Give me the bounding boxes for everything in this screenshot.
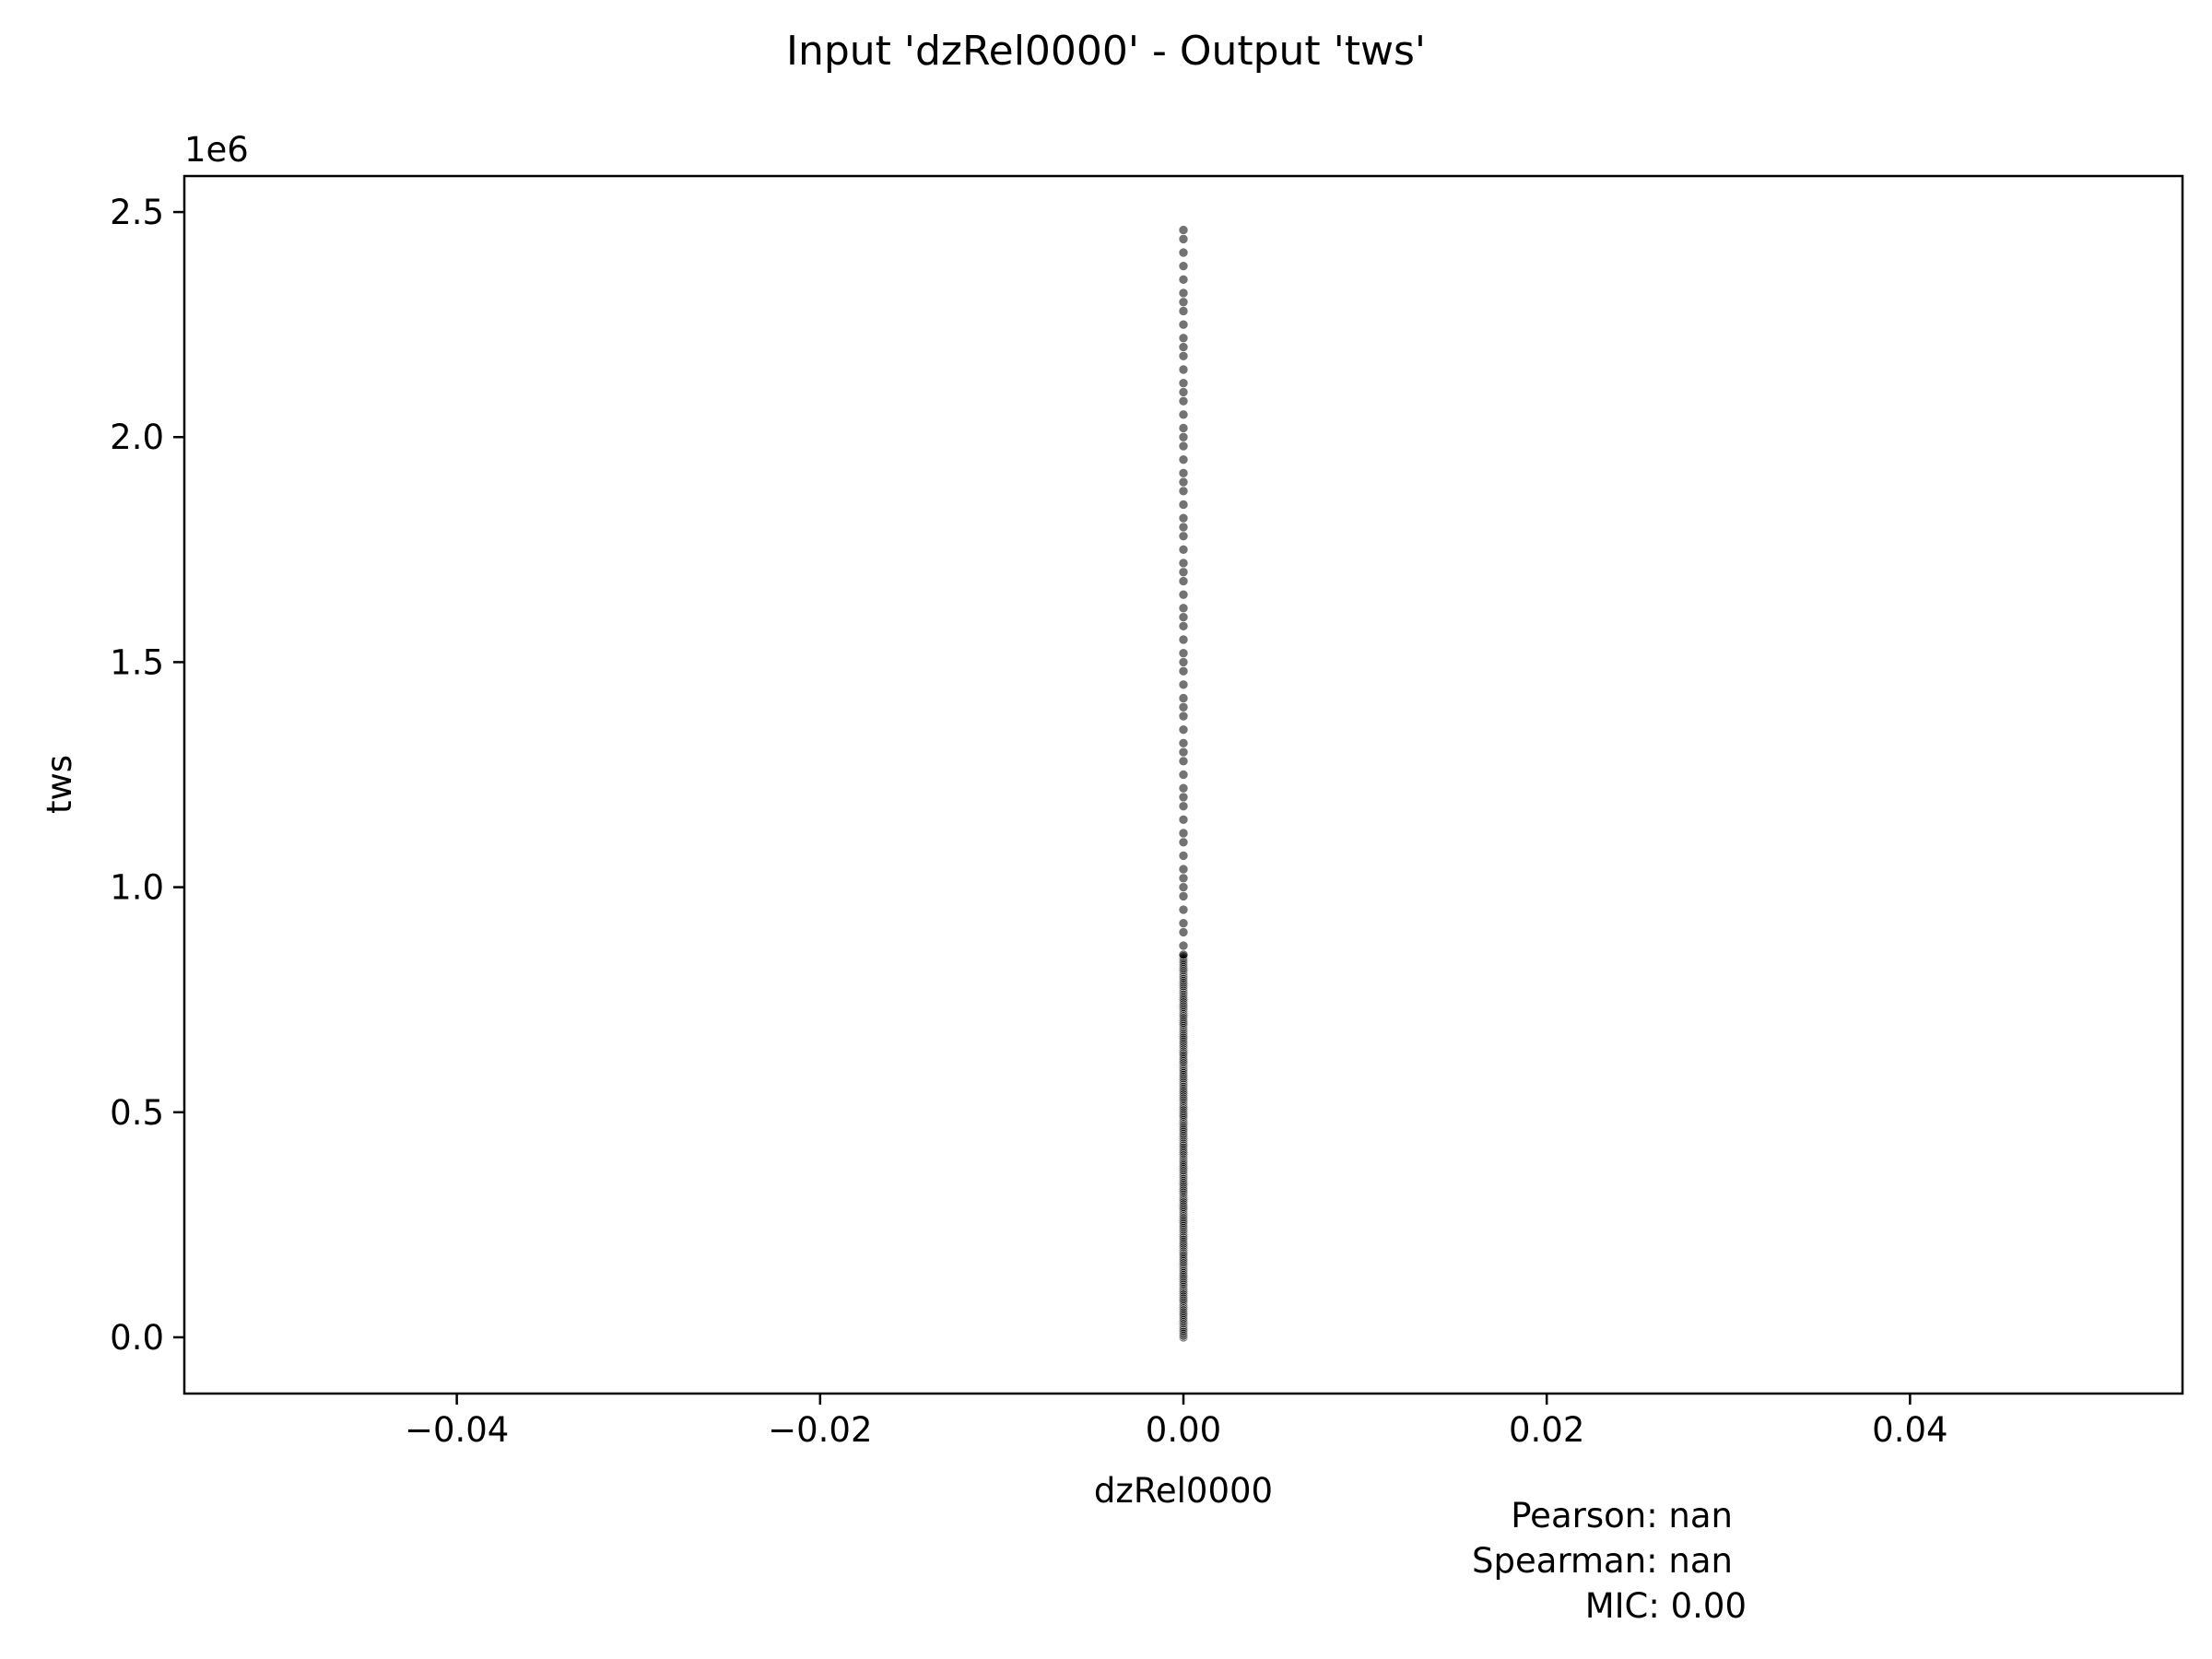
scatter-point [1178, 378, 1189, 388]
scatter-point [1178, 770, 1189, 780]
scatter-point [1178, 891, 1189, 901]
scatter-point [1178, 500, 1189, 510]
scatter-point [1178, 468, 1189, 478]
scatter-point [1178, 665, 1189, 677]
x-tick-label: 0.04 [1872, 1410, 1947, 1450]
y-tick-label: 0.5 [110, 1093, 164, 1133]
scatter-point [1178, 657, 1189, 667]
scatter-point [1178, 724, 1189, 735]
mic-annotation: MIC: 0.00 [1585, 1586, 1747, 1626]
x-axis-ticks: −0.04 −0.02 0.00 0.02 0.04 [405, 1394, 1948, 1450]
scatter-point [1178, 441, 1189, 452]
y-tick-label: 0.0 [110, 1318, 164, 1358]
scatter-point [1178, 756, 1189, 767]
scatter-point [1178, 387, 1189, 397]
scatter-point [1178, 545, 1189, 555]
scatter-point [1178, 306, 1189, 316]
x-axis-label: dzRel0000 [1094, 1471, 1273, 1511]
scatter-point [1178, 342, 1189, 352]
scatter-point [1178, 234, 1189, 244]
scatter-point [1178, 589, 1189, 600]
scatter-point [1178, 873, 1189, 884]
scatter-point [1178, 522, 1189, 533]
scatter-point [1178, 512, 1189, 524]
scatter-point [1178, 904, 1189, 915]
scatter-point [1178, 558, 1189, 569]
scatter-point [1178, 711, 1189, 722]
x-tick-label: 0.02 [1509, 1410, 1584, 1450]
scatter-point [1178, 275, 1189, 285]
chart-title: Input 'dzRel0000' - Output 'tws' [786, 28, 1426, 75]
scatter-point [1178, 225, 1189, 235]
scatter-point [1178, 333, 1189, 344]
y-tick-label: 1.0 [110, 868, 164, 908]
scatter-point [1178, 815, 1189, 825]
scatter-point [1178, 882, 1189, 892]
scatter-point [1178, 782, 1189, 794]
scatter-point [1178, 319, 1189, 330]
y-axis-offset-label: 1e6 [184, 130, 249, 170]
scatter-point [1178, 247, 1189, 258]
y-tick-label: 2.5 [110, 193, 164, 232]
scatter-point [1178, 288, 1189, 299]
scatter-point [1178, 395, 1189, 406]
scatter-point [1178, 364, 1189, 375]
scatter-point [1178, 297, 1189, 308]
scatter-point [1178, 634, 1189, 645]
scatter-point [1178, 423, 1189, 433]
scatter-point [1178, 576, 1189, 586]
y-tick-label: 1.5 [110, 642, 164, 682]
scatter-point [1178, 351, 1189, 361]
scatter-point [1178, 454, 1189, 465]
scatter-point [1178, 837, 1189, 848]
scatter-points-group [1178, 225, 1189, 1343]
scatter-point [1178, 603, 1189, 614]
pearson-annotation: Pearson: nan [1511, 1496, 1733, 1535]
scatter-point [1178, 431, 1189, 442]
scatter-point [1178, 927, 1189, 937]
x-tick-label: 0.00 [1146, 1410, 1221, 1450]
scatter-point [1178, 747, 1189, 758]
scatter-point [1178, 486, 1189, 497]
scatter-point [1178, 940, 1189, 951]
scatter-point [1178, 851, 1189, 861]
scatter-point [1178, 531, 1189, 541]
scatter-point [1178, 918, 1189, 928]
y-axis-ticks: 0.0 0.5 1.0 1.5 2.0 2.5 [110, 193, 184, 1358]
scatter-point [1178, 261, 1189, 271]
scatter-point [1178, 621, 1189, 631]
scatter-point [1178, 949, 1189, 960]
scatter-point [1178, 567, 1189, 578]
scatter-point [1178, 738, 1189, 748]
y-tick-label: 2.0 [110, 418, 164, 457]
scatter-point [1178, 864, 1189, 875]
scatter-point [1178, 409, 1189, 420]
scatter-point [1178, 792, 1189, 803]
spearman-annotation: Spearman: nan [1472, 1541, 1733, 1581]
scatter-point [1178, 648, 1189, 658]
scatter-point [1178, 679, 1189, 690]
scatter-point [1178, 701, 1189, 712]
scatter-point [1178, 801, 1189, 811]
scatter-point [1178, 477, 1189, 488]
x-tick-label: −0.04 [405, 1410, 509, 1450]
x-tick-label: −0.02 [768, 1410, 872, 1450]
scatter-point [1178, 828, 1189, 839]
scatter-point [1178, 612, 1189, 622]
y-axis-label: tws [40, 755, 79, 814]
scatter-point [1178, 693, 1189, 703]
